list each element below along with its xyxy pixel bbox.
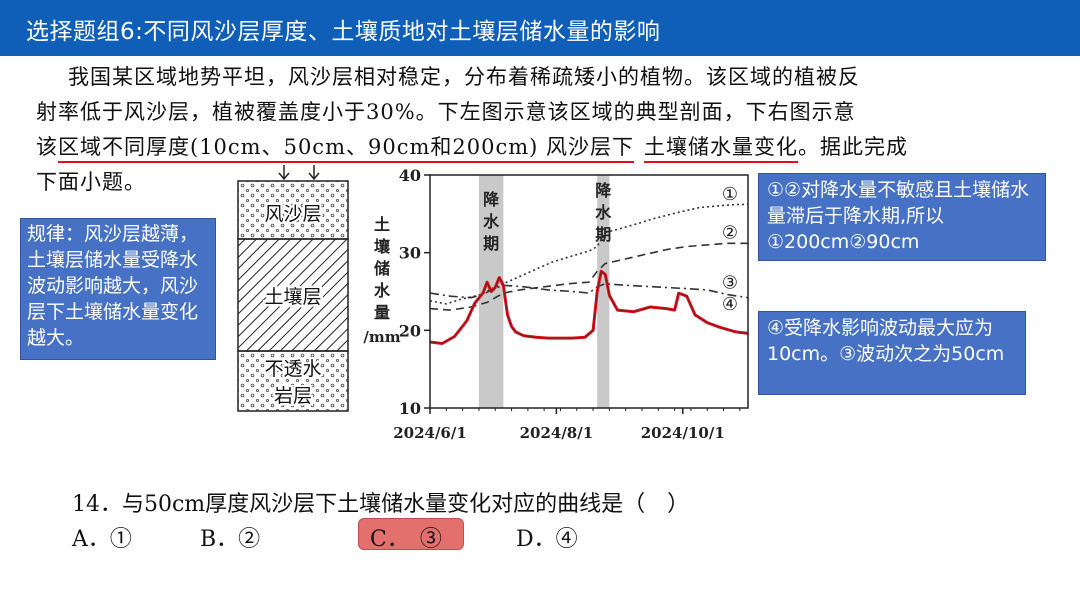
sand-layer-label: 风沙层 <box>264 203 321 225</box>
passage-line-3-end: 。据此完成 <box>798 135 909 159</box>
underline-thickness: 区域不同厚度(10cm、50cm、90cm和200cm) 风沙层下 <box>58 135 635 163</box>
rain-period-label: 降 <box>595 181 612 200</box>
passage-line-3: 该区域不同厚度(10cm、50cm、90cm和200cm) 风沙层下 土壤储水量变… <box>36 130 1046 165</box>
rain-period-label: 期 <box>595 225 611 244</box>
note-right-top: ①②对降水量不敏感且土壤储水量滞后于降水期,所以①200cm②90cm <box>758 173 1046 261</box>
series-line <box>429 282 749 299</box>
bedrock-layer <box>237 350 349 412</box>
plot-frame <box>429 174 749 409</box>
note-right-top-text: ①②对降水量不敏感且土壤储水量滞后于降水期,所以①200cm②90cm <box>767 179 1030 253</box>
question-stem: 14．与50cm厚度风沙层下土壤储水量变化对应的曲线是（ ） <box>72 492 690 517</box>
rain-period-label: 降 <box>483 190 500 209</box>
passage-line-1: 我国某区域地势平坦，风沙层相对稳定，分布着稀疏矮小的植物。该区域的植被反 <box>68 65 860 89</box>
y-axis-ticks: 10 20 30 40 <box>399 166 430 418</box>
soil-layer-label: 土壤层 <box>264 286 321 308</box>
y-unit-label: /mm <box>363 328 400 346</box>
passage-line-2: 射率低于风沙层，植被覆盖度小于30%。下左图示意该区域的典型剖面，下右图示意 <box>36 100 856 124</box>
sand-layer <box>237 180 349 240</box>
slide-title: 选择题组6:不同风沙层厚度、土壤质地对土壤层储水量的影响 <box>26 19 661 45</box>
note-right-bottom-text: ④受降水影响波动最大应为10cm。③波动次之为50cm <box>767 317 1005 365</box>
x-tick-label: 2024/6/1 <box>393 424 467 442</box>
note-right-bottom: ④受降水影响波动最大应为10cm。③波动次之为50cm <box>758 311 1026 395</box>
y-label-char: 储 <box>373 259 390 278</box>
y-label-char: 水 <box>374 281 391 300</box>
rain-period-label: 水 <box>595 203 612 222</box>
series-label: ③ <box>722 272 738 293</box>
y-tick-label: 10 <box>399 399 421 418</box>
chart-series <box>429 203 749 345</box>
passage-line-3-start: 该 <box>36 135 58 159</box>
series-labels: ① ② ③④ <box>722 184 738 315</box>
rain-arrows <box>278 165 320 181</box>
series-label: ① <box>722 184 738 205</box>
note-left: 规律：风沙层越薄，土壤层储水量受降水波动影响越大，风沙层下土壤储水量变化越大。 <box>20 218 216 360</box>
underline-storage: 土壤储水量变化 <box>644 135 799 163</box>
option-a[interactable]: A．① <box>72 527 132 552</box>
passage-line-4: 下面小题。 <box>36 170 146 194</box>
bedrock-label-1: 不透水 <box>264 358 321 380</box>
bedrock-label-2: 岩层 <box>274 385 312 407</box>
option-c[interactable]: C． ③ <box>370 527 442 552</box>
option-c-highlight <box>358 518 464 550</box>
y-label-char: 壤 <box>374 237 391 256</box>
series-label: ④ <box>722 294 738 315</box>
note-left-text: 规律：风沙层越薄，土壤层储水量受降水波动影响越大，风沙层下土壤储水量变化越大。 <box>27 223 199 349</box>
title-bar: 选择题组6:不同风沙层厚度、土壤质地对土壤层储水量的影响 <box>0 0 1080 56</box>
rain-period-band <box>597 175 610 408</box>
y-label-char: 土 <box>374 215 390 234</box>
x-tick-label: 2024/10/1 <box>641 424 725 442</box>
y-label-char: 量 <box>374 303 390 322</box>
soil-profile-diagram: 风沙层 土壤层 不透水 岩层 <box>237 165 349 412</box>
rain-period-label: 期 <box>483 234 499 253</box>
series-line-underlay <box>429 270 749 344</box>
series-label: ② <box>722 223 738 244</box>
x-tick-label: 2024/8/1 <box>520 424 594 442</box>
rain-period-label: 水 <box>483 212 500 231</box>
passage: 我国某区域地势平坦，风沙层相对稳定，分布着稀疏矮小的植物。该区域的植被反 射率低… <box>36 60 1046 200</box>
option-b[interactable]: B．② <box>200 527 261 552</box>
option-d[interactable]: D．④ <box>516 527 578 552</box>
y-tick-label: 20 <box>399 321 421 340</box>
x-axis-ticks: 2024/6/1 2024/8/1 2024/10/1 <box>393 408 741 442</box>
y-tick-label: 40 <box>399 166 421 185</box>
y-axis-label: 土壤储水量 <box>373 215 391 322</box>
y-tick-label: 30 <box>399 244 421 263</box>
series-line <box>429 242 748 311</box>
x-axis-label: 日期 <box>758 425 760 444</box>
series-line <box>429 203 748 305</box>
